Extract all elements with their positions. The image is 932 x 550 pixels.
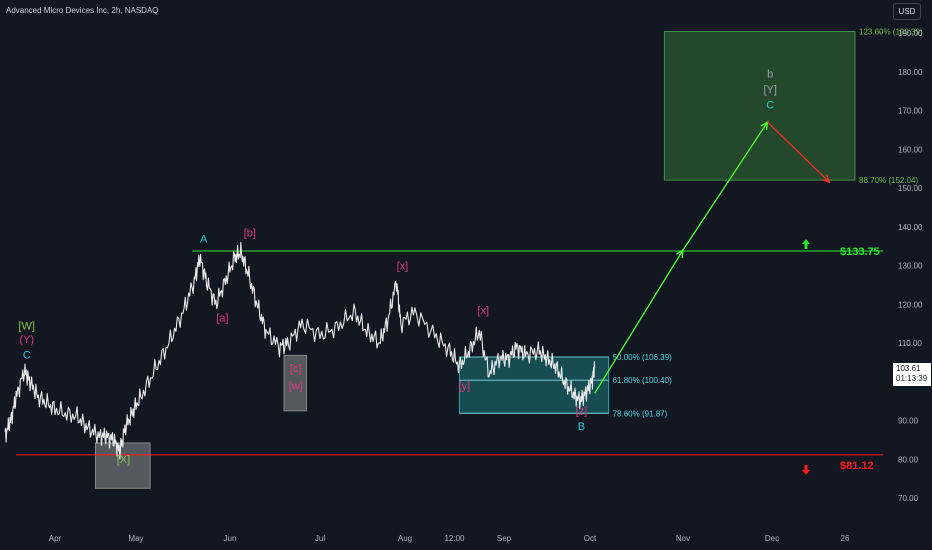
fib-level-label: 123.60% (190.39) (859, 27, 923, 36)
x-tick-label: Sep (497, 534, 512, 543)
wave-label: [x] (477, 305, 489, 317)
wave-label: [b] (244, 227, 256, 239)
fib-level-label: 78.60% (91.87) (613, 409, 668, 418)
x-tick-label: 12:00 (444, 534, 465, 543)
last-price: 103.61 (896, 364, 921, 373)
support-arrow-icon (802, 464, 810, 475)
y-tick-label: 120.00 (898, 300, 923, 309)
wave-label: b (767, 69, 773, 81)
bar-countdown: 01:13:39 (896, 374, 928, 383)
x-tick-label: Aug (398, 534, 412, 543)
fib-level-label: 50.00% (106.39) (613, 353, 672, 362)
support-label: $81.12 (840, 460, 874, 472)
wave-label: (Y) (19, 334, 34, 346)
chart-title: Advanced Micro Devices Inc, 2h, NASDAQ (6, 6, 159, 15)
y-tick-label: 70.00 (898, 494, 919, 503)
wave-label: [z] (576, 406, 588, 418)
currency-button[interactable]: USD (893, 3, 921, 20)
wave-label: [w] (289, 381, 303, 393)
x-tick-label: Dec (765, 534, 779, 543)
wave-label: [a] (216, 313, 228, 325)
y-tick-label: 110.00 (898, 339, 922, 348)
y-tick-label: 190.00 (898, 29, 923, 38)
wave-label: C (766, 100, 774, 112)
fib-level-label: 61.80% (100.40) (613, 376, 672, 385)
wave-label: [X] (117, 454, 130, 466)
wave-label: B (578, 421, 585, 433)
x-tick-label: May (128, 534, 143, 543)
x-tick-label: Jun (224, 534, 237, 543)
projection-arrowhead-icon (675, 248, 684, 259)
x-tick-label: Apr (49, 534, 62, 543)
y-tick-label: 150.00 (898, 184, 923, 193)
x-tick-label: Oct (584, 534, 597, 543)
wave-label: [x] (397, 260, 409, 272)
y-tick-label: 130.00 (898, 262, 923, 271)
x-tick-label: Nov (676, 534, 690, 543)
zone-grey-w (283, 354, 307, 412)
fib-level-label: 88.70% (152.04) (859, 176, 918, 185)
y-tick-label: 160.00 (898, 145, 923, 154)
x-tick-label: Jul (315, 534, 325, 543)
resistance-label: $133.75 (840, 246, 880, 258)
correction-path (767, 121, 830, 183)
resistance-arrow-icon (802, 238, 810, 249)
y-tick-label: 180.00 (898, 68, 923, 77)
wave-label: A (200, 233, 208, 245)
wave-label: [c] (290, 363, 302, 375)
x-tick-label: 26 (841, 534, 850, 543)
last-price-tag: 103.61 01:13:39 (893, 363, 931, 386)
wave-label: [Y] (763, 84, 776, 96)
wave-label: [W] (18, 320, 35, 332)
y-tick-label: 170.00 (898, 107, 923, 116)
wave-label: C (23, 350, 31, 362)
wave-label: [y] (459, 381, 471, 393)
y-tick-label: 80.00 (898, 455, 919, 464)
y-tick-label: 90.00 (898, 417, 919, 426)
price-series (4, 241, 596, 460)
correction-arrowhead-icon (821, 174, 831, 184)
target-zone-green (663, 30, 856, 181)
y-tick-label: 140.00 (898, 223, 923, 232)
